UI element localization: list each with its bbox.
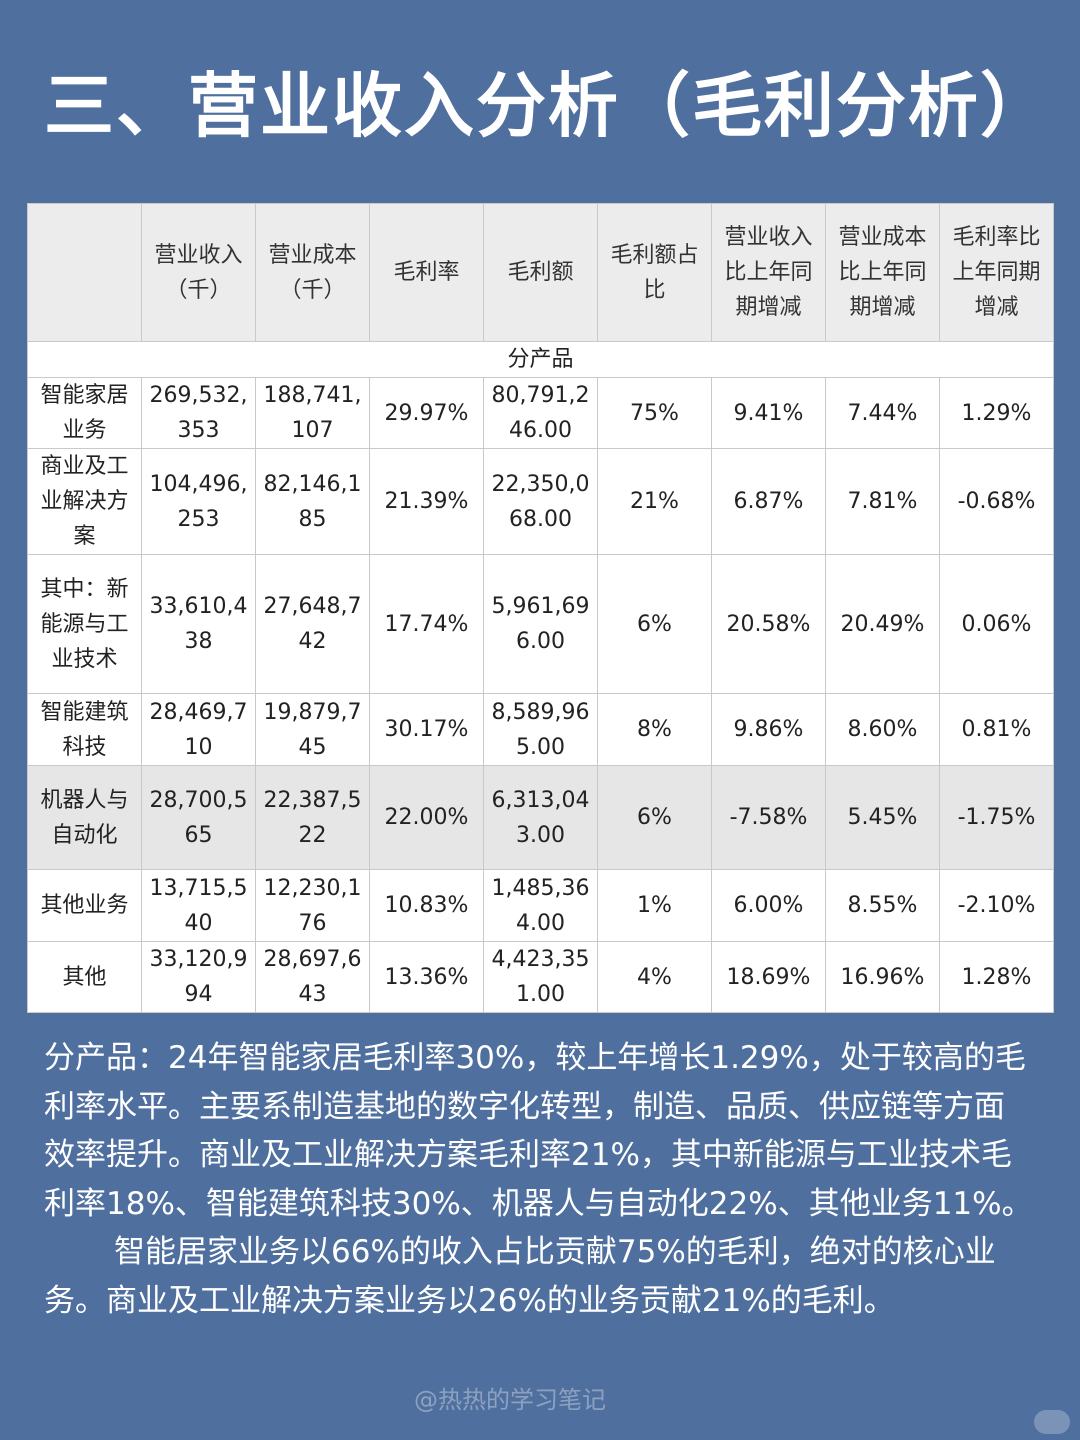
section-row: 分产品 xyxy=(27,341,1054,378)
table-cell: 28,469,710 xyxy=(141,693,256,766)
table-cell: 28,700,565 xyxy=(141,765,256,870)
table-cell: 75% xyxy=(597,377,712,449)
table-cell: 13.36% xyxy=(369,941,484,1013)
table-cell: -1.75% xyxy=(939,765,1054,870)
table-cell: 30.17% xyxy=(369,693,484,766)
table-cell: 17.74% xyxy=(369,554,484,694)
table-cell: 80,791,246.00 xyxy=(483,377,598,449)
table-cell: 10.83% xyxy=(369,869,484,942)
table-cell: 9.86% xyxy=(711,693,826,766)
table-cell: 33,120,994 xyxy=(141,941,256,1013)
table-cell: 22,350,068.00 xyxy=(483,448,598,555)
table-row: 其他 33,120,994 28,697,643 13.36% 4,423,35… xyxy=(27,941,1054,1013)
table-cell: 9.41% xyxy=(711,377,826,449)
table-cell: 6% xyxy=(597,554,712,694)
table-cell: 29.97% xyxy=(369,377,484,449)
header-revenue: 营业收入（千） xyxy=(141,203,256,342)
table-cell: 1% xyxy=(597,869,712,942)
table-cell: 8,589,965.00 xyxy=(483,693,598,766)
section-label: 分产品 xyxy=(27,341,1054,378)
summary-paragraph-2: 智能居家业务以66%的收入占比贡献75%的毛利，绝对的核心业务。商业及工业解决方… xyxy=(44,1234,996,1319)
table-cell: 6,313,043.00 xyxy=(483,765,598,870)
table-row: 智能建筑科技 28,469,710 19,879,745 30.17% 8,58… xyxy=(27,693,1054,766)
table-cell: 智能家居业务 xyxy=(27,377,142,449)
table-cell: 33,610,438 xyxy=(141,554,256,694)
table-cell: 其他业务 xyxy=(27,869,142,942)
table-cell: 其他 xyxy=(27,941,142,1013)
header-gross-margin-rate: 毛利率 xyxy=(369,203,484,342)
table-row: 其中：新能源与工业技术 33,610,438 27,648,742 17.74%… xyxy=(27,554,1054,694)
table-cell: 0.81% xyxy=(939,693,1054,766)
table-cell: 22.00% xyxy=(369,765,484,870)
table-cell: 机器人与自动化 xyxy=(27,765,142,870)
table-cell: -7.58% xyxy=(711,765,826,870)
header-cell xyxy=(27,203,142,342)
table-cell: 智能建筑科技 xyxy=(27,693,142,766)
table-row: 智能家居业务 269,532,353 188,741,107 29.97% 80… xyxy=(27,377,1054,449)
table-cell: 1,485,364.00 xyxy=(483,869,598,942)
table-cell: 28,697,643 xyxy=(255,941,370,1013)
table-cell: 商业及工业解决方案 xyxy=(27,448,142,555)
table-header-row: 营业收入（千） 营业成本（千） 毛利率 毛利额 毛利额占比 营业收入比上年同期增… xyxy=(27,203,1054,342)
table-cell: 8% xyxy=(597,693,712,766)
table-cell: 22,387,522 xyxy=(255,765,370,870)
table-row: 其他业务 13,715,540 12,230,176 10.83% 1,485,… xyxy=(27,869,1054,942)
summary-paragraph-1: 分产品：24年智能家居毛利率30%，较上年增长1.29%，处于较高的毛利率水平。… xyxy=(44,1040,1033,1222)
table-cell: 7.81% xyxy=(825,448,940,555)
table-cell: 6.00% xyxy=(711,869,826,942)
table-cell: 5.45% xyxy=(825,765,940,870)
table-cell: 6.87% xyxy=(711,448,826,555)
table-cell: 19,879,745 xyxy=(255,693,370,766)
app-logo-icon xyxy=(1034,1410,1070,1434)
summary-text: 分产品：24年智能家居毛利率30%，较上年增长1.29%，处于较高的毛利率水平。… xyxy=(44,1034,1034,1326)
header-gross-profit-share: 毛利额占比 xyxy=(597,203,712,342)
table-cell: 18.69% xyxy=(711,941,826,1013)
table-row: 商业及工业解决方案 104,496,253 82,146,185 21.39% … xyxy=(27,448,1054,555)
gross-margin-table: 营业收入（千） 营业成本（千） 毛利率 毛利额 毛利额占比 营业收入比上年同期增… xyxy=(27,203,1054,1013)
table-cell: 4,423,351.00 xyxy=(483,941,598,1013)
table-cell: 7.44% xyxy=(825,377,940,449)
table-cell: 13,715,540 xyxy=(141,869,256,942)
table-cell: 82,146,185 xyxy=(255,448,370,555)
header-cost-yoy: 营业成本比上年同期增减 xyxy=(825,203,940,342)
table-cell: 12,230,176 xyxy=(255,869,370,942)
table-cell: 其中：新能源与工业技术 xyxy=(27,554,142,694)
table-cell: 16.96% xyxy=(825,941,940,1013)
header-revenue-yoy: 营业收入比上年同期增减 xyxy=(711,203,826,342)
table-cell: 104,496,253 xyxy=(141,448,256,555)
table-cell: 188,741,107 xyxy=(255,377,370,449)
table-cell: 6% xyxy=(597,765,712,870)
table-cell: 1.28% xyxy=(939,941,1054,1013)
table-cell: 27,648,742 xyxy=(255,554,370,694)
header-margin-yoy: 毛利率比上年同期增减 xyxy=(939,203,1054,342)
page-title: 三、营业收入分析（毛利分析） xyxy=(44,65,1052,147)
header-cost: 营业成本（千） xyxy=(255,203,370,342)
table-cell: -2.10% xyxy=(939,869,1054,942)
header-gross-profit: 毛利额 xyxy=(483,203,598,342)
table-cell: 8.55% xyxy=(825,869,940,942)
table-cell: 21% xyxy=(597,448,712,555)
table-row: 机器人与自动化 28,700,565 22,387,522 22.00% 6,3… xyxy=(27,765,1054,870)
table-cell: 269,532,353 xyxy=(141,377,256,449)
table-cell: 4% xyxy=(597,941,712,1013)
table-cell: 20.58% xyxy=(711,554,826,694)
table-cell: -0.68% xyxy=(939,448,1054,555)
table-cell: 5,961,696.00 xyxy=(483,554,598,694)
watermark: @热热的学习笔记 xyxy=(414,1386,606,1414)
table-cell: 0.06% xyxy=(939,554,1054,694)
table-cell: 21.39% xyxy=(369,448,484,555)
table-cell: 8.60% xyxy=(825,693,940,766)
table-cell: 1.29% xyxy=(939,377,1054,449)
table-cell: 20.49% xyxy=(825,554,940,694)
